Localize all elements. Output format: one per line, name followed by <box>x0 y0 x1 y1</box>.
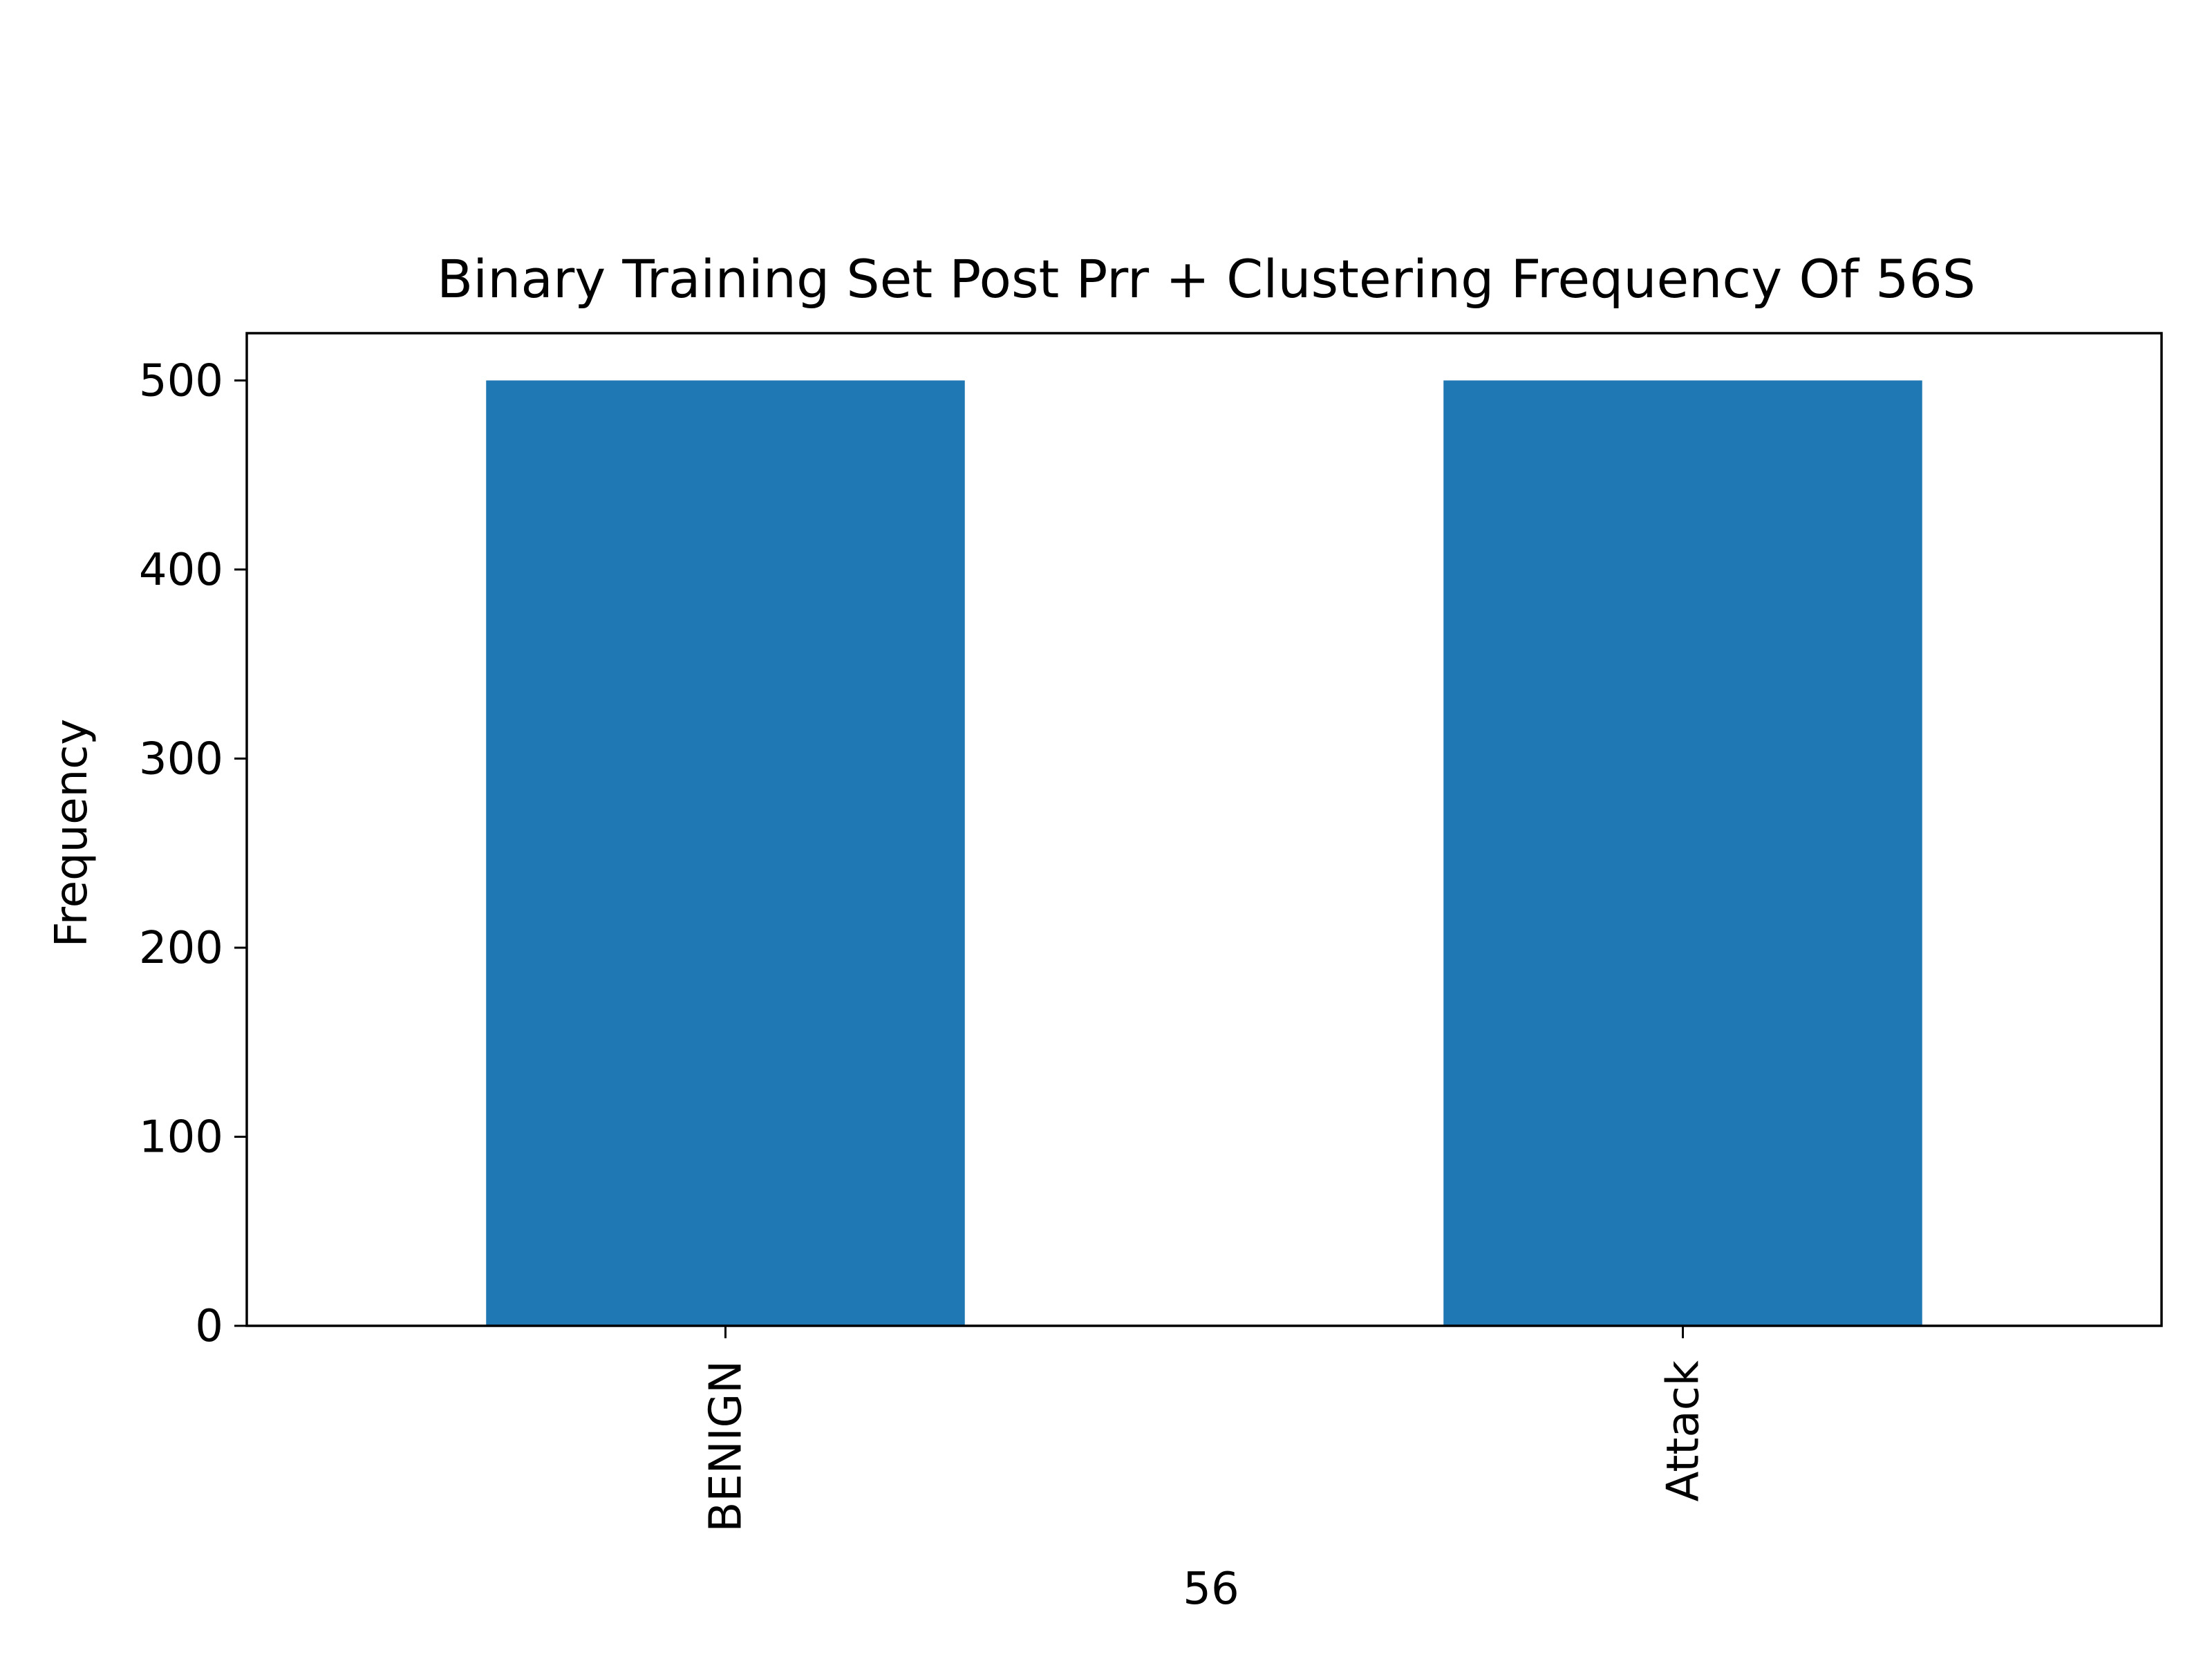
y-tick-label-0: 0 <box>195 1301 223 1352</box>
x-tick-label-attack: Attack <box>1658 1360 1709 1501</box>
plot-area: BENIGN Attack 0 100 200 300 400 500 <box>139 332 2163 1533</box>
y-axis-label: Frequency <box>46 719 97 948</box>
chart-title: Binary Training Set Post Prr + Clusterin… <box>437 248 1976 310</box>
y-tick-label-200: 200 <box>139 923 223 974</box>
y-tick-label-400: 400 <box>139 545 223 596</box>
y-tick-label-100: 100 <box>139 1112 223 1163</box>
x-tick-label-benign: BENIGN <box>701 1360 752 1533</box>
y-tick-label-300: 300 <box>139 733 223 785</box>
axes-frame <box>245 332 2163 1327</box>
y-tick-label-500: 500 <box>139 355 223 406</box>
x-axis-label: 56 <box>1183 1564 1239 1615</box>
bar-attack <box>1443 380 1922 1326</box>
bar-benign <box>486 380 965 1326</box>
